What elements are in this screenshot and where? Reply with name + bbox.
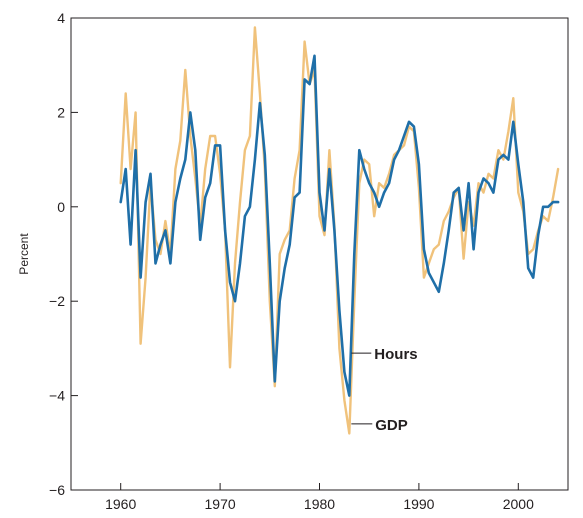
x-tick-label-0: 1960 — [105, 496, 136, 512]
plot-frame — [70, 17, 569, 491]
y-axis-title: Percent — [17, 233, 31, 275]
series-line-gdp — [119, 26, 560, 435]
series-label-hours: Hours — [374, 346, 417, 363]
annotation-layer: Hours GDP — [351, 346, 418, 434]
x-tick-label-2: 1980 — [304, 496, 335, 512]
y-tick-label-4: 2 — [57, 104, 65, 120]
x-tick-label-3: 1990 — [403, 496, 434, 512]
y-tick-label-5: 4 — [57, 10, 65, 26]
series-layer — [119, 26, 560, 435]
y-tick-label-1: −4 — [49, 388, 65, 404]
x-tick-label-1: 1970 — [205, 496, 236, 512]
y-tick-label-2: −2 — [49, 293, 65, 309]
series-label-gdp: GDP — [375, 417, 408, 434]
y-tick-label-0: −6 — [49, 482, 65, 498]
y-tick-label-3: 0 — [57, 199, 65, 215]
y-axis-ticks: −6 −4 −2 0 2 4 — [49, 10, 78, 498]
x-tick-label-4: 2000 — [503, 496, 534, 512]
series-line-hours — [119, 54, 560, 397]
x-axis-ticks: 1960 1970 1980 1990 2000 — [105, 483, 534, 512]
